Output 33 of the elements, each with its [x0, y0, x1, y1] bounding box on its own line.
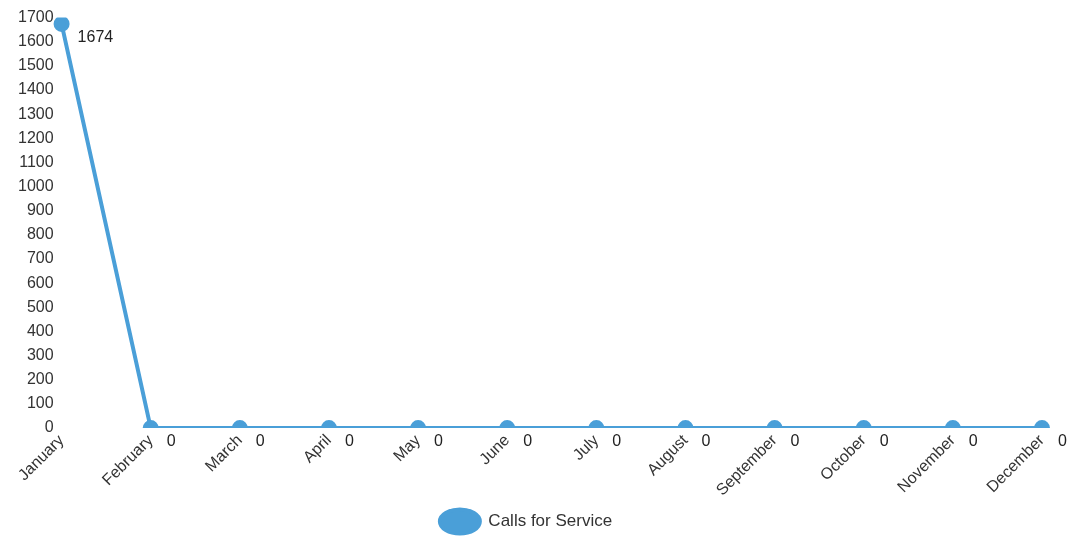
y-tick-label: 300: [26, 346, 54, 364]
y-tick-label: 1300: [18, 104, 54, 122]
data-label: 0: [790, 432, 800, 450]
data-label: 1674: [77, 28, 114, 46]
data-label: 0: [523, 432, 533, 450]
y-tick-label: 0: [44, 418, 54, 436]
y-tick-label: 1000: [18, 177, 54, 195]
y-tick-label: 500: [26, 297, 54, 315]
y-tick-label: 900: [26, 201, 54, 219]
data-label: 0: [879, 432, 889, 450]
legend-label: Calls for Service: [488, 511, 613, 531]
y-tick-label: 700: [26, 249, 54, 267]
data-label: 0: [434, 432, 444, 450]
data-label: 0: [255, 432, 265, 450]
y-tick-label: 600: [26, 273, 54, 291]
data-label: 0: [1058, 432, 1067, 450]
data-label: 0: [701, 432, 711, 450]
y-tick-label: 200: [26, 370, 54, 388]
y-tick-label: 1700: [18, 8, 54, 26]
y-tick-label: 1200: [18, 128, 54, 146]
data-label: 0: [968, 432, 978, 450]
data-label: 0: [612, 432, 622, 450]
data-label: 0: [344, 432, 354, 450]
y-tick-label: 1600: [18, 32, 54, 50]
x-tick-label: May: [389, 431, 424, 465]
y-tick-label: 1500: [18, 56, 54, 74]
data-label: 0: [166, 432, 176, 450]
y-tick-label: 100: [26, 394, 54, 412]
y-tick-label: 800: [26, 225, 54, 243]
y-tick-label: 1100: [19, 152, 54, 170]
x-tick-label: July: [569, 431, 602, 464]
y-tick-label: 1400: [18, 80, 54, 98]
y-tick-label: 400: [26, 321, 54, 339]
